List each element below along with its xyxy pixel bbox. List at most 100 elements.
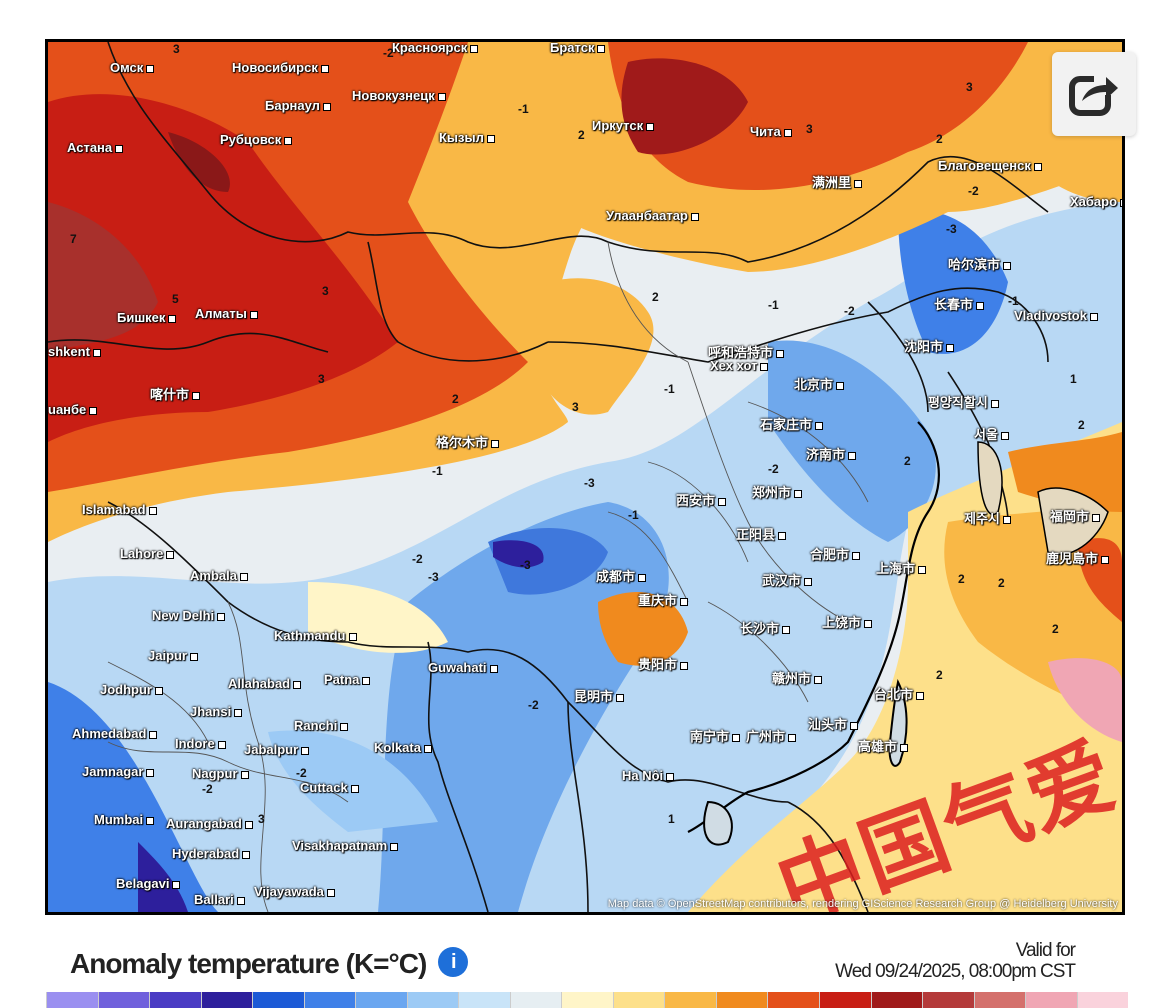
contour-label: 2	[452, 392, 459, 406]
city-name: 赣州市	[772, 671, 812, 686]
contour-label: 3	[318, 372, 325, 386]
city-name: 呼和浩特市	[708, 345, 774, 360]
contour-label: 3	[966, 80, 973, 94]
city-name: 满洲里	[812, 175, 852, 190]
scale-swatch	[612, 992, 665, 1008]
city-name: 上饶市	[822, 615, 862, 630]
city-name: uанбе	[48, 402, 87, 417]
city-marker-icon	[284, 136, 293, 145]
city-name: 成都市	[596, 569, 636, 584]
city-label: Новосибирск	[232, 60, 332, 75]
city-marker-icon	[918, 565, 927, 574]
valid-time-value: Wed 09/24/2025, 08:00pm CST	[835, 961, 1076, 982]
contour-label: -2	[383, 46, 394, 60]
contour-label: -1	[432, 464, 443, 478]
city-label: 赣州市	[772, 668, 825, 687]
legend-title-text: Anomaly temperature (K=°C)	[70, 948, 427, 979]
city-name: 喀什市	[150, 387, 190, 402]
city-marker-icon	[190, 652, 199, 661]
city-label: Belagavi	[116, 876, 183, 891]
contour-label: 2	[578, 128, 585, 142]
city-label: Омск	[110, 60, 157, 75]
city-label: Visakhapatnam	[292, 838, 401, 853]
city-marker-icon	[242, 850, 251, 859]
contour-label: -2	[968, 184, 979, 198]
city-label: Благовещенск	[938, 158, 1045, 173]
city-label: 武汉市	[762, 570, 815, 589]
info-icon[interactable]: i	[438, 946, 469, 977]
city-marker-icon	[390, 842, 399, 851]
city-marker-icon	[782, 625, 791, 634]
city-label: 台北市	[874, 684, 927, 703]
city-label: uанбе	[48, 402, 100, 417]
city-marker-icon	[616, 693, 625, 702]
city-label: Kolkata	[374, 740, 435, 755]
city-name: Астана	[67, 140, 113, 155]
city-marker-icon	[848, 451, 857, 460]
city-marker-icon	[597, 44, 606, 53]
city-name: 上海市	[876, 561, 916, 576]
map-view[interactable]: Омск Новосибирск Красноярск Братск Барнаул Но…	[45, 39, 1125, 915]
city-marker-icon	[638, 573, 647, 582]
contour-label: 2	[936, 132, 943, 146]
city-name: Красноярск	[392, 40, 468, 55]
city-marker-icon	[486, 134, 495, 143]
city-marker-icon	[852, 551, 861, 560]
city-marker-icon	[240, 770, 249, 779]
city-name: Belagavi	[116, 876, 170, 891]
city-label: 서울	[974, 424, 1012, 443]
city-marker-icon	[976, 301, 985, 310]
city-label: Jaipur	[148, 648, 201, 663]
city-label: 正阳县	[736, 524, 789, 543]
city-marker-icon	[146, 816, 155, 825]
city-marker-icon	[491, 439, 500, 448]
city-name: 长春市	[934, 297, 974, 312]
city-label: 呼和浩特市	[708, 342, 787, 361]
city-label: 沈阳市	[904, 336, 957, 355]
city-name: 서울	[974, 427, 998, 442]
city-label: Islamabad	[82, 502, 160, 517]
share-button[interactable]	[1052, 52, 1136, 136]
city-name: Благовещенск	[938, 158, 1031, 173]
city-marker-icon	[666, 772, 675, 781]
city-marker-icon	[362, 676, 371, 685]
city-marker-icon	[864, 619, 873, 628]
city-name: Улаанбаатар	[606, 208, 688, 223]
scale-swatch	[149, 992, 201, 1008]
contour-label: 2	[936, 668, 943, 682]
city-name: Patna	[324, 672, 360, 687]
city-label: 福岡市	[1050, 506, 1103, 525]
city-marker-icon	[814, 675, 823, 684]
city-marker-icon	[990, 399, 999, 408]
city-marker-icon	[718, 497, 727, 506]
city-label: Хех хот	[710, 358, 771, 373]
city-label: 上饶市	[822, 612, 875, 631]
city-marker-icon	[732, 733, 741, 742]
city-marker-icon	[234, 708, 243, 717]
contour-label: 1	[1070, 372, 1077, 386]
city-label: Барнаул	[265, 98, 334, 113]
city-label: 合肥市	[810, 544, 863, 563]
city-name: 南宁市	[690, 729, 730, 744]
city-label: Vladivostok	[1014, 308, 1101, 323]
scale-swatch	[200, 992, 253, 1008]
city-marker-icon	[293, 680, 302, 689]
map-attribution[interactable]: Map data © OpenStreetMap contributors, r…	[607, 898, 1118, 910]
city-name: Барнаул	[265, 98, 320, 113]
city-name: 格尔木市	[436, 435, 489, 450]
city-marker-icon	[322, 102, 331, 111]
city-label: Ha Nôi	[622, 768, 677, 783]
city-marker-icon	[423, 744, 432, 753]
contour-label: -3	[520, 558, 531, 572]
city-label: Ambala	[190, 568, 251, 583]
city-label: 哈尔滨市	[948, 254, 1014, 273]
city-marker-icon	[680, 597, 689, 606]
scale-swatch	[406, 992, 459, 1008]
contour-label: 3	[572, 400, 579, 414]
city-label: Красноярск	[392, 40, 481, 55]
contour-label: -3	[946, 222, 957, 236]
city-marker-icon	[1120, 198, 1122, 207]
city-name: Vladivostok	[1014, 308, 1087, 323]
scale-swatch	[922, 992, 974, 1008]
city-marker-icon	[794, 489, 803, 498]
